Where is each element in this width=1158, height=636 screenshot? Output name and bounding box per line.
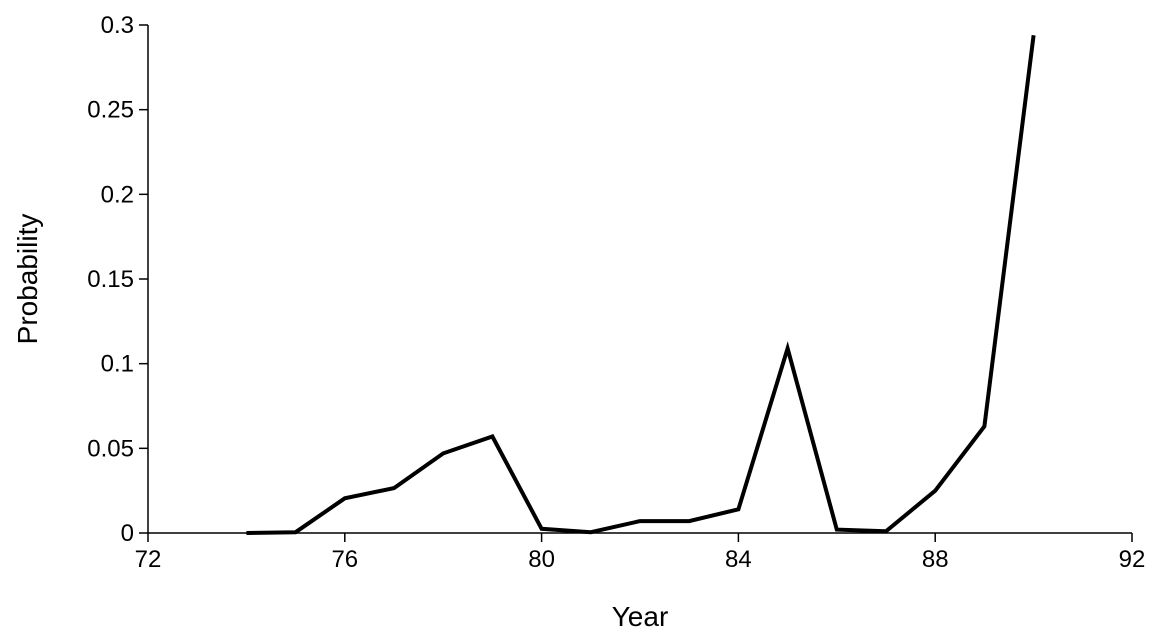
- y-tick-label: 0: [121, 520, 134, 547]
- x-axis-title: Year: [612, 601, 669, 632]
- x-tick-label: 72: [135, 546, 162, 573]
- x-tick-label: 88: [922, 546, 949, 573]
- y-tick-label: 0.25: [87, 97, 134, 124]
- y-axis-title: Probability: [12, 214, 43, 345]
- series-layer: [246, 34, 1036, 535]
- series-line: [246, 34, 1036, 535]
- x-tick-label: 80: [528, 546, 555, 573]
- y-tick-label: 0.05: [87, 435, 134, 462]
- axes: [147, 25, 1132, 534]
- y-tick-label: 0.3: [101, 12, 134, 39]
- x-tick-label: 92: [1119, 546, 1146, 573]
- y-tick-label: 0.15: [87, 266, 134, 293]
- ticks: 0 0.05 0.1 0.15 0.2 0.25 0.3 72 76 80 84 88 92: [87, 12, 1145, 573]
- y-tick-label: 0.1: [101, 351, 134, 378]
- x-tick-label: 76: [331, 546, 358, 573]
- y-tick-label: 0.2: [101, 181, 134, 208]
- x-tick-label: 84: [725, 546, 752, 573]
